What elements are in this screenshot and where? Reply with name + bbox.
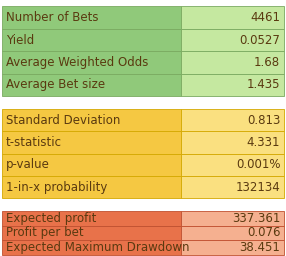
Text: Number of Bets: Number of Bets [6, 11, 98, 24]
Text: Average Bet size: Average Bet size [6, 78, 105, 91]
Bar [2, 6, 181, 29]
Bar [2, 154, 181, 176]
Text: 4461: 4461 [250, 11, 280, 24]
Bar [181, 109, 284, 131]
Bar [181, 240, 284, 255]
Text: Yield: Yield [6, 34, 34, 47]
Text: 0.0527: 0.0527 [239, 34, 280, 47]
Text: t-statistic: t-statistic [6, 136, 62, 149]
Text: 1-in-x probability: 1-in-x probability [6, 181, 107, 194]
Bar [181, 226, 284, 240]
Bar [181, 154, 284, 176]
Bar [2, 29, 181, 51]
Text: Standard Deviation: Standard Deviation [6, 113, 120, 126]
Bar [2, 131, 181, 154]
Text: Average Weighted Odds: Average Weighted Odds [6, 56, 148, 69]
Bar [181, 51, 284, 74]
Text: 337.361: 337.361 [232, 212, 280, 225]
Bar [2, 240, 181, 255]
Bar [2, 226, 181, 240]
Bar [2, 109, 181, 131]
Text: 4.331: 4.331 [247, 136, 280, 149]
Bar [2, 74, 181, 96]
Text: 0.076: 0.076 [247, 227, 280, 239]
Text: 1.68: 1.68 [254, 56, 280, 69]
Text: Expected Maximum Drawdown: Expected Maximum Drawdown [6, 241, 189, 254]
Text: 0.813: 0.813 [247, 113, 280, 126]
Bar [181, 74, 284, 96]
Text: 0.001%: 0.001% [236, 158, 280, 171]
Bar [2, 51, 181, 74]
Text: Expected profit: Expected profit [6, 212, 96, 225]
Bar [181, 211, 284, 226]
Text: 1.435: 1.435 [247, 78, 280, 91]
Bar [2, 211, 181, 226]
Bar [181, 6, 284, 29]
Bar [181, 29, 284, 51]
Text: Profit per bet: Profit per bet [6, 227, 83, 239]
Text: 132134: 132134 [236, 181, 280, 194]
Bar [181, 131, 284, 154]
Bar [181, 176, 284, 198]
Text: 38.451: 38.451 [239, 241, 280, 254]
Bar [2, 176, 181, 198]
Text: p-value: p-value [6, 158, 49, 171]
